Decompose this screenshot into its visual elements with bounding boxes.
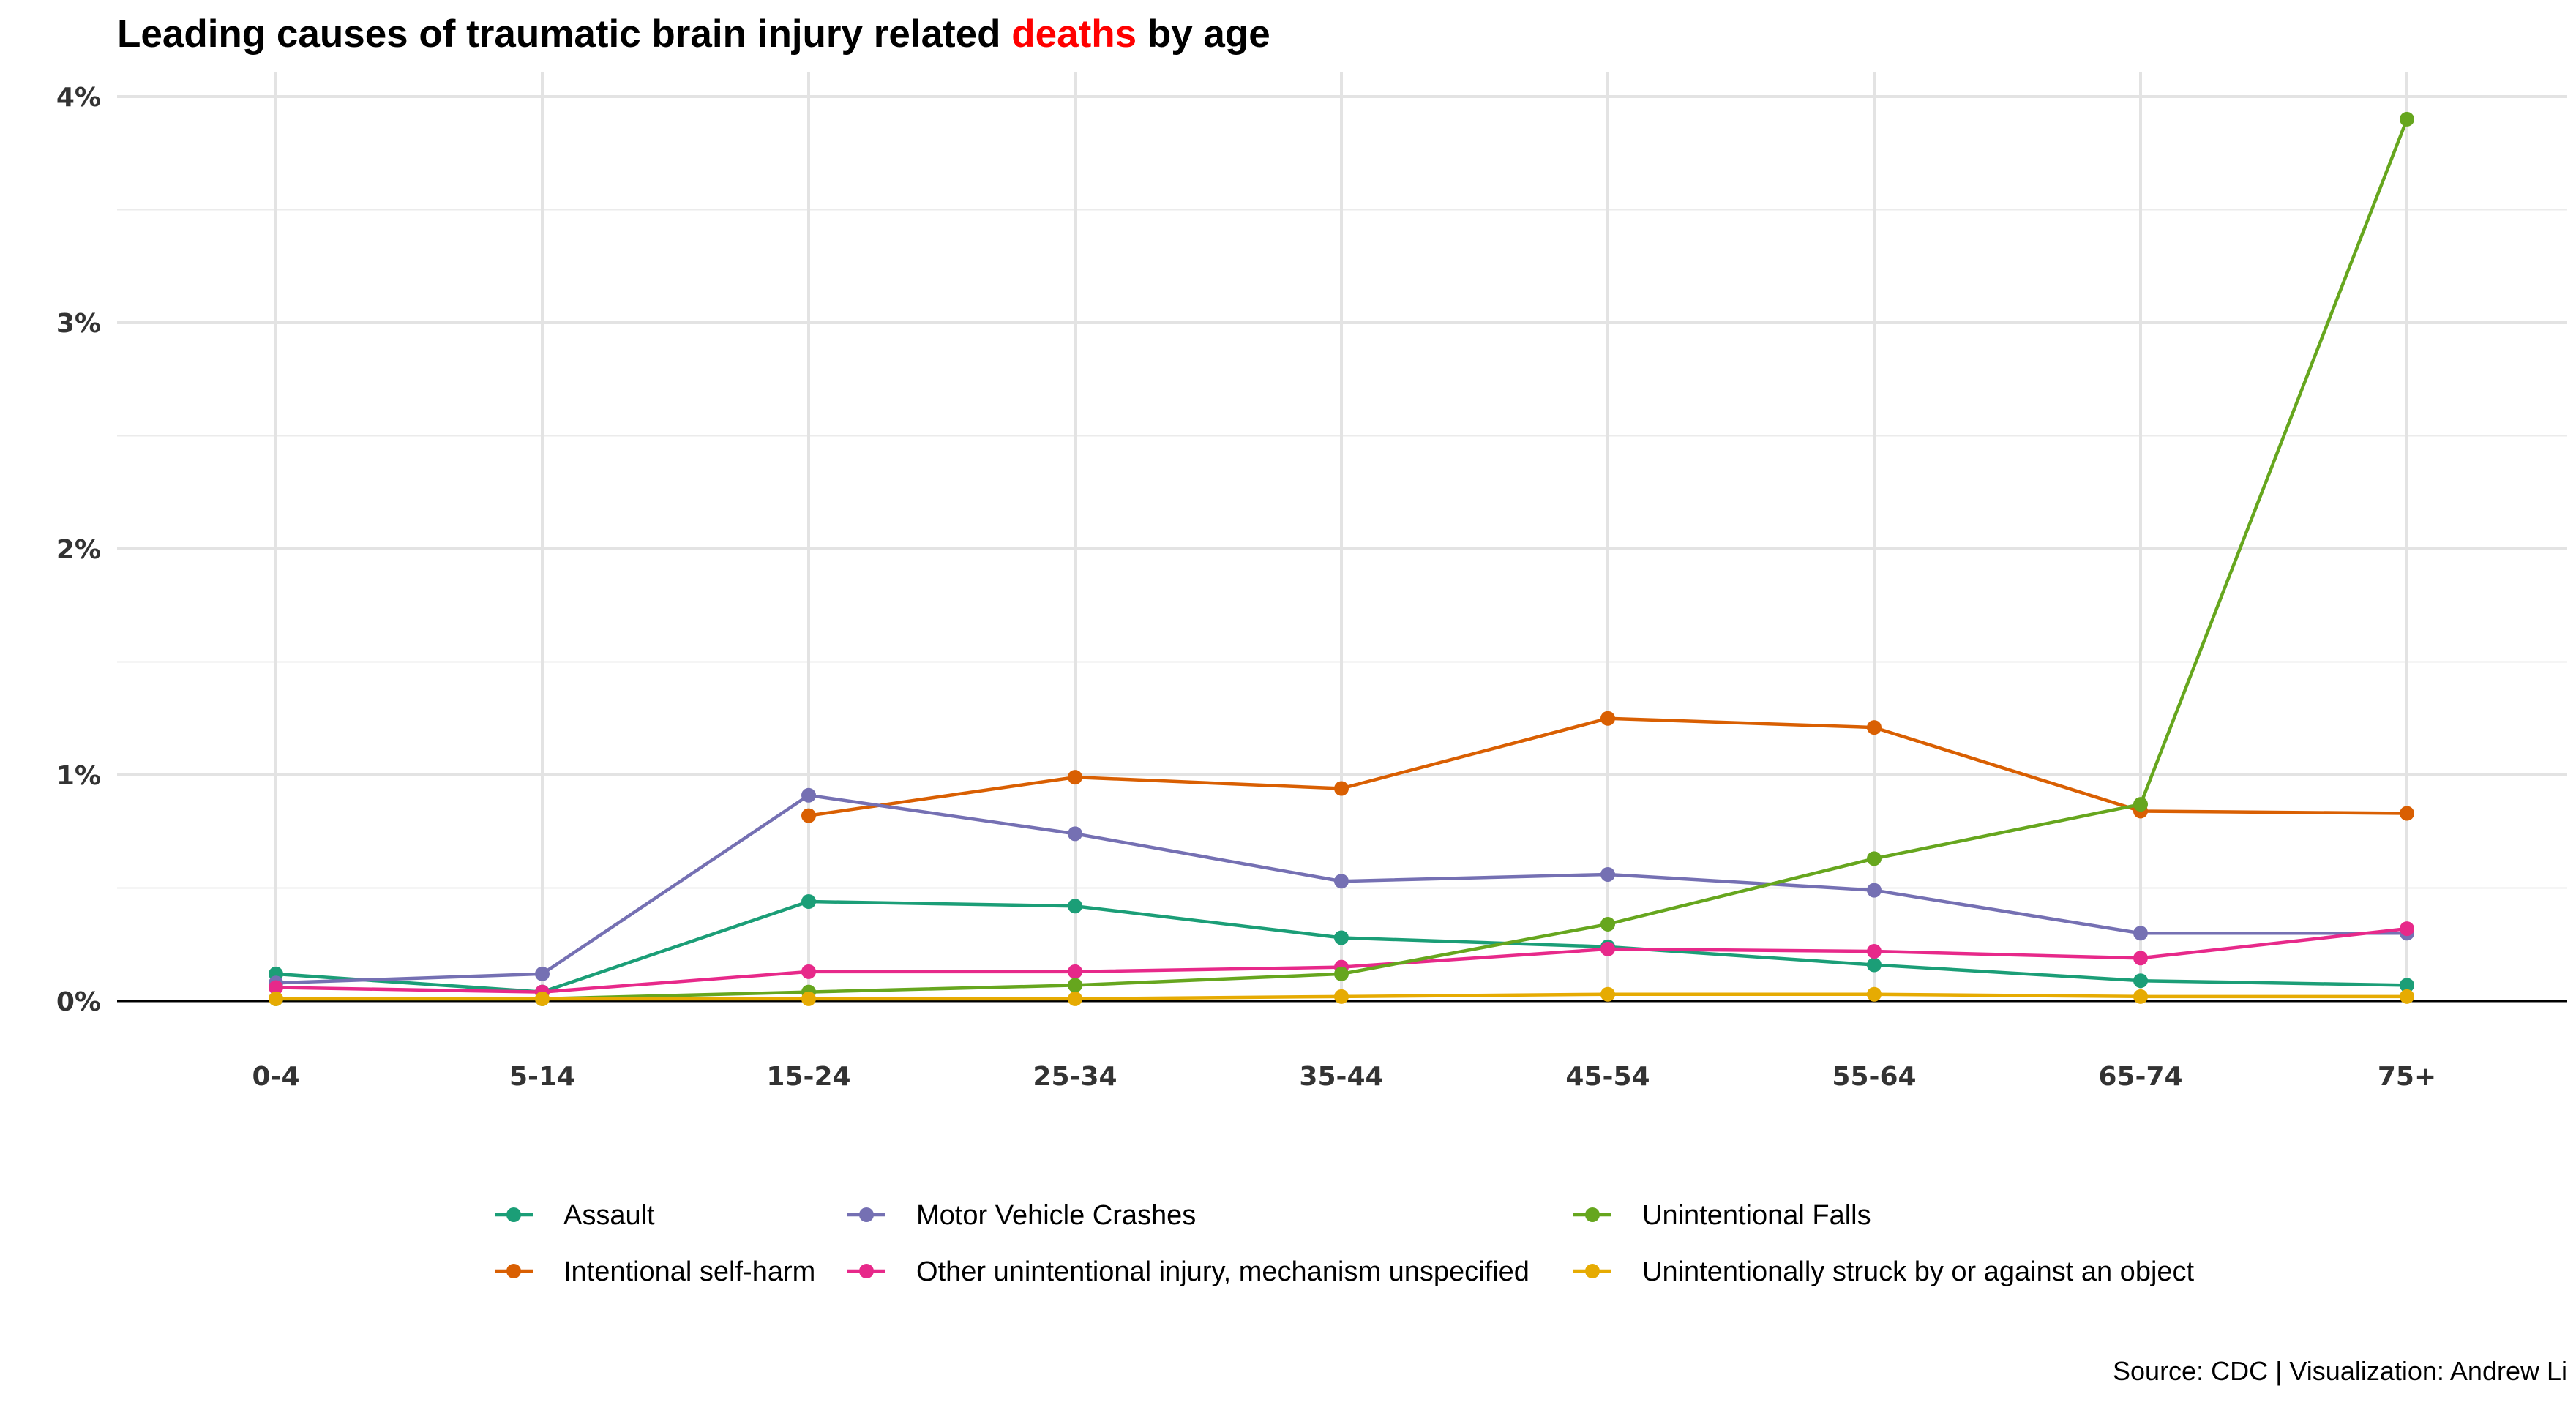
y-tick-label: 0% [56,987,101,1017]
data-point [1867,883,1882,898]
data-point [2400,921,2414,937]
x-tick-label: 15-24 [766,1062,850,1092]
data-point [1068,991,1082,1006]
data-point [801,991,816,1006]
data-point [801,808,816,823]
legend-label: Assault [564,1200,655,1231]
data-point [1600,916,1615,932]
data-point [1068,964,1082,979]
data-point [1867,944,1882,959]
data-point [1867,720,1882,735]
data-point [1068,899,1082,914]
data-point [1600,711,1615,726]
chart-title: Leading causes of traumatic brain injury… [117,12,1270,56]
title-highlight: deaths [1011,12,1137,56]
title-suffix: by age [1137,12,1270,56]
legend-item: Unintentional Falls [1573,1200,1871,1231]
caption: Source: CDC | Visualization: Andrew Li [2113,1356,2567,1386]
legend-key-point [859,1207,874,1222]
data-point [1867,986,1882,1002]
series-unintentionally-struck-by-or-against-an-object [269,986,2414,1006]
data-point [1068,978,1082,993]
legend-label: Unintentional Falls [1642,1200,1871,1231]
y-tick-label: 3% [56,309,101,339]
data-point [2133,973,2148,989]
legend-item: Unintentionally struck by or against an … [1573,1256,2195,1287]
data-point [2400,989,2414,1004]
data-point [1867,851,1882,866]
y-tick-label: 2% [56,535,101,565]
x-tick-label: 55-64 [1832,1062,1916,1092]
data-point [801,964,816,979]
legend-label: Unintentionally struck by or against an … [1642,1256,2195,1287]
x-tick-label: 65-74 [2098,1062,2182,1092]
data-point [269,980,283,995]
legend: Assault Motor Vehicle Crashes Unintentiona… [495,1200,2195,1287]
legend-label: Motor Vehicle Crashes [916,1200,1196,1231]
data-point [1068,770,1082,785]
data-point [2400,806,2414,821]
data-point [1600,941,1615,956]
x-tick-label: 45-54 [1565,1062,1650,1092]
legend-key-point [506,1264,521,1278]
data-point [535,991,550,1006]
data-point [2400,111,2414,127]
x-tick-label: 0-4 [252,1062,299,1092]
legend-label: Other unintentional injury, mechanism un… [916,1256,1530,1287]
x-tick-label: 5-14 [509,1062,575,1092]
title-prefix: Leading causes of traumatic brain injury… [117,12,1011,56]
legend-key-point [859,1264,874,1278]
x-tick-label: 75+ [2378,1062,2436,1092]
grid-lines [117,72,2567,1003]
y-tick-label: 1% [56,761,101,791]
data-point [2133,989,2148,1004]
data-point [801,894,816,910]
legend-key-point [506,1207,521,1222]
data-point [1600,866,1615,882]
legend-key-point [1585,1264,1600,1278]
legend-label: Intentional self-harm [564,1256,815,1287]
legend-item: Assault [495,1200,655,1231]
legend-item: Intentional self-harm [495,1256,815,1287]
series-lines [269,111,2414,1006]
data-point [1334,874,1349,889]
x-tick-label: 35-44 [1299,1062,1383,1092]
data-point [1068,826,1082,842]
data-point [2133,797,2148,812]
data-point [1600,986,1615,1002]
legend-item: Motor Vehicle Crashes [847,1200,1196,1231]
legend-key-point [1585,1207,1600,1222]
data-point [1334,781,1349,796]
data-point [2400,978,2414,993]
data-point [535,966,550,981]
data-point [1867,957,1882,973]
data-point [801,787,816,803]
data-point [1334,966,1349,981]
x-tick-label: 25-34 [1033,1062,1117,1092]
y-tick-label: 4% [56,83,101,113]
data-point [2133,951,2148,966]
data-point [2133,926,2148,941]
data-point [1334,930,1349,945]
axes: 0% 1% 2% 3% 4% 0-4 5-14 15-24 25-34 35-44 45-54 55-… [56,83,2567,1092]
data-point [269,991,283,1006]
legend-item: Other unintentional injury, mechanism un… [847,1256,1530,1287]
data-point [1334,989,1349,1004]
